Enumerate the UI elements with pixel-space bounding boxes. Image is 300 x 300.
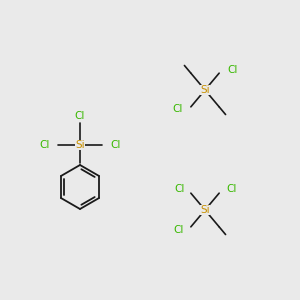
Text: Cl: Cl	[226, 184, 236, 194]
Text: Si: Si	[75, 140, 85, 150]
Text: Cl: Cl	[173, 225, 184, 235]
Text: Cl: Cl	[227, 65, 238, 75]
Text: Cl: Cl	[40, 140, 50, 150]
Text: Cl: Cl	[75, 111, 85, 121]
Text: Si: Si	[200, 85, 210, 95]
Text: Cl: Cl	[175, 184, 185, 194]
Text: Si: Si	[200, 205, 210, 215]
Text: Cl: Cl	[172, 104, 183, 114]
Text: Cl: Cl	[110, 140, 120, 150]
